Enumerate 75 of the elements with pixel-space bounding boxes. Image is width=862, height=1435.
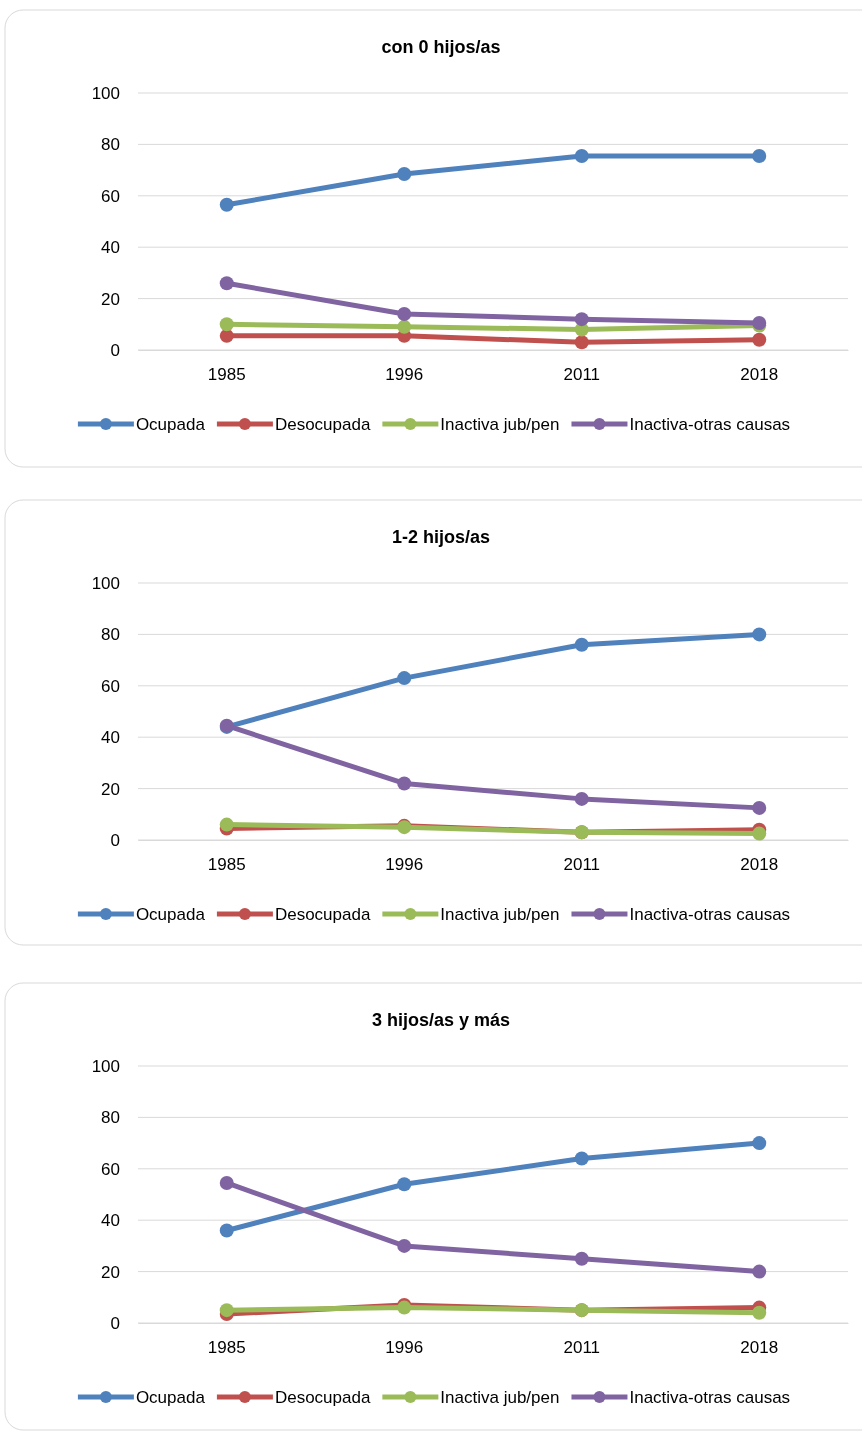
x-tick-label: 2018 [740,855,779,875]
point [752,627,767,642]
legend-label: Desocupada [274,1388,371,1407]
point [219,1175,234,1190]
y-tick-label: 40 [101,238,120,258]
y-tick-label: 60 [101,1159,120,1179]
legend-label: Inactiva jub/pen [440,1388,560,1407]
point [397,671,412,686]
y-tick-label: 80 [101,625,120,645]
x-tick-label: 2018 [740,365,779,385]
legend-label: Ocupada [135,1388,206,1407]
point [574,335,589,350]
legend-label: Ocupada [135,905,206,924]
point [574,637,589,652]
legend-label: Desocupada [274,905,371,924]
x-tick-label: 2011 [563,1338,601,1358]
point [752,148,767,163]
y-tick-label: 20 [101,289,120,309]
x-tick-label: 1985 [207,365,246,385]
legend-label: Inactiva-otras causas [629,905,791,924]
point [397,776,412,791]
point [574,1151,589,1166]
legend-label: Desocupada [274,415,371,434]
point [219,1223,234,1238]
point [219,1303,234,1318]
y-tick-label: 100 [91,83,120,103]
point [574,791,589,806]
chart-title: 3 hijos/as y más [371,1010,511,1030]
y-tick-label: 60 [101,676,120,696]
point [752,1264,767,1279]
x-tick-label: 2018 [740,1338,779,1358]
x-tick-label: 1996 [385,855,424,875]
y-tick-label: 0 [110,1313,120,1333]
x-tick-label: 1996 [385,365,424,385]
point [219,328,234,343]
legend-label: Inactiva-otras causas [629,415,791,434]
legend-label: Inactiva jub/pen [440,905,560,924]
y-tick-label: 40 [101,1211,120,1231]
point [752,826,767,841]
y-tick-label: 60 [101,186,120,206]
chart-title: 1-2 hijos/as [391,527,491,547]
y-tick-label: 80 [101,1108,120,1128]
point [574,312,589,327]
point [752,1305,767,1320]
point [397,166,412,181]
point [752,1136,767,1151]
y-tick-label: 100 [91,1056,120,1076]
x-tick-label: 2011 [563,365,601,385]
legend-label: Inactiva jub/pen [440,415,560,434]
legend-label: Ocupada [135,415,206,434]
point [752,800,767,815]
y-tick-label: 0 [110,830,120,850]
y-tick-label: 80 [101,135,120,155]
x-tick-label: 2011 [563,855,601,875]
x-tick-label: 1985 [207,1338,246,1358]
point [574,148,589,163]
point [397,319,412,334]
y-tick-label: 100 [91,573,120,593]
point [574,1251,589,1266]
legend-label: Inactiva-otras causas [629,1388,791,1407]
point [219,817,234,832]
point [219,317,234,332]
point [397,1238,412,1253]
point [397,307,412,322]
point [752,332,767,347]
y-tick-label: 0 [110,340,120,360]
y-tick-label: 20 [101,1262,120,1282]
x-tick-label: 1996 [385,1338,424,1358]
chart-title: con 0 hijos/as [381,37,501,57]
point [397,1177,412,1192]
point [219,197,234,212]
y-tick-label: 40 [101,728,120,748]
y-tick-label: 20 [101,779,120,799]
x-tick-label: 1985 [207,855,246,875]
point [219,276,234,291]
